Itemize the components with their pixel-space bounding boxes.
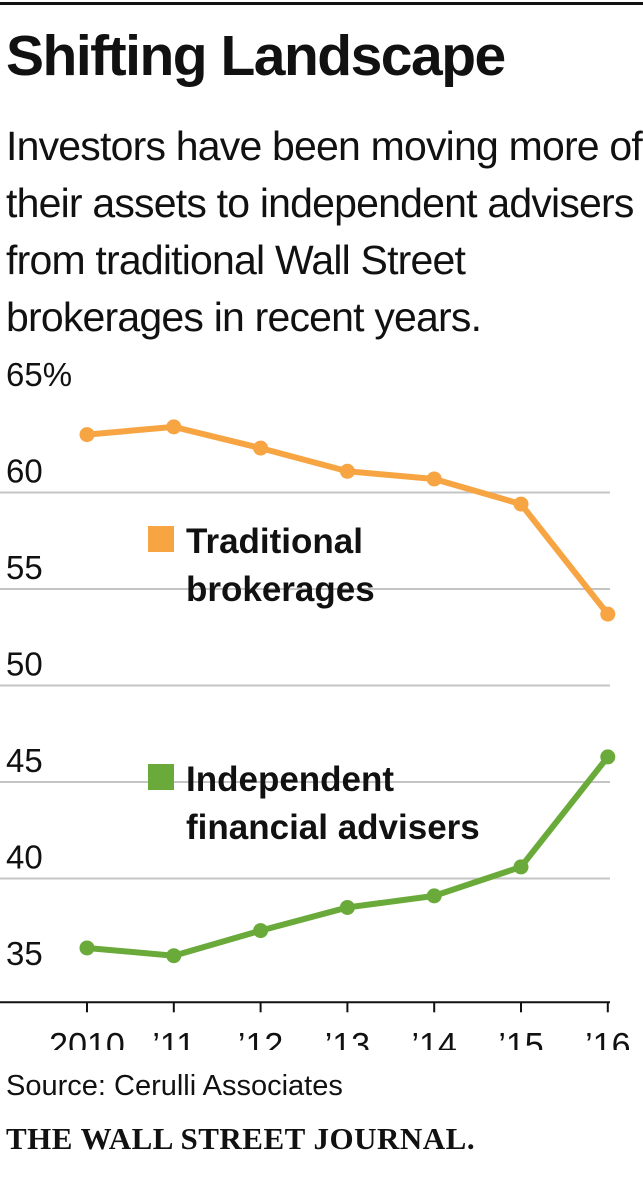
publisher-logo: THE WALL STREET JOURNAL. xyxy=(6,1121,476,1156)
chart-subtitle: Investors have been moving more of their… xyxy=(6,123,643,340)
source-note: Source: Cerulli Associates xyxy=(6,1070,343,1102)
data-point xyxy=(426,888,442,904)
legend-swatch xyxy=(148,764,174,790)
x-tick-label: ’12 xyxy=(238,1026,283,1050)
y-tick-label: 40 xyxy=(6,839,43,876)
data-point xyxy=(339,899,355,915)
y-tick-label: 60 xyxy=(6,453,43,490)
data-point xyxy=(513,496,529,512)
data-point xyxy=(339,463,355,479)
y-tick-label: 55 xyxy=(6,549,43,586)
data-point xyxy=(513,859,529,875)
x-tick-label: 2010 xyxy=(49,1026,125,1050)
legend: Traditional brokerages Independent financia… xyxy=(148,522,480,847)
top-rule xyxy=(0,2,643,5)
x-tick-label: ’13 xyxy=(325,1026,370,1050)
data-point xyxy=(166,419,182,435)
legend-label: financial advisers xyxy=(186,808,480,847)
y-tick-label: 50 xyxy=(6,646,43,683)
x-axis: 2010 ’11 ’12 ’13 ’14 ’15 ’16 xyxy=(0,1001,630,1050)
y-tick-label: 45 xyxy=(6,742,43,779)
gridlines xyxy=(0,491,610,880)
y-axis-tick-labels: 65% 60 55 50 45 40 35 xyxy=(6,356,72,972)
data-point xyxy=(79,427,95,443)
series xyxy=(79,419,616,964)
data-point xyxy=(166,948,182,964)
legend-label: brokerages xyxy=(186,570,375,609)
legend-label: Traditional xyxy=(186,522,363,561)
legend-label: Independent xyxy=(186,760,394,799)
series-independent-advisers xyxy=(79,749,616,964)
data-point xyxy=(253,440,269,456)
data-point xyxy=(253,923,269,939)
data-point xyxy=(600,749,616,765)
legend-item: Independent financial advisers xyxy=(148,760,480,847)
data-point xyxy=(600,606,616,622)
series-traditional-brokerages xyxy=(79,419,616,622)
x-tick-label: ’16 xyxy=(585,1026,630,1050)
x-tick-label: ’11 xyxy=(152,1026,195,1050)
x-tick-label: ’14 xyxy=(412,1026,457,1050)
x-tick-label: ’15 xyxy=(498,1026,543,1050)
y-tick-label: 35 xyxy=(6,935,43,972)
data-point xyxy=(426,471,442,487)
legend-swatch xyxy=(148,526,174,552)
data-point xyxy=(79,940,95,956)
y-tick-label: 65% xyxy=(6,356,72,393)
chart-title: Shifting Landscape xyxy=(6,24,506,88)
legend-item: Traditional brokerages xyxy=(148,522,375,609)
line-chart: 65% 60 55 50 45 40 35 2010 ’11 ’12 ’13 ’14 ’15 ’16 T… xyxy=(0,356,630,1050)
